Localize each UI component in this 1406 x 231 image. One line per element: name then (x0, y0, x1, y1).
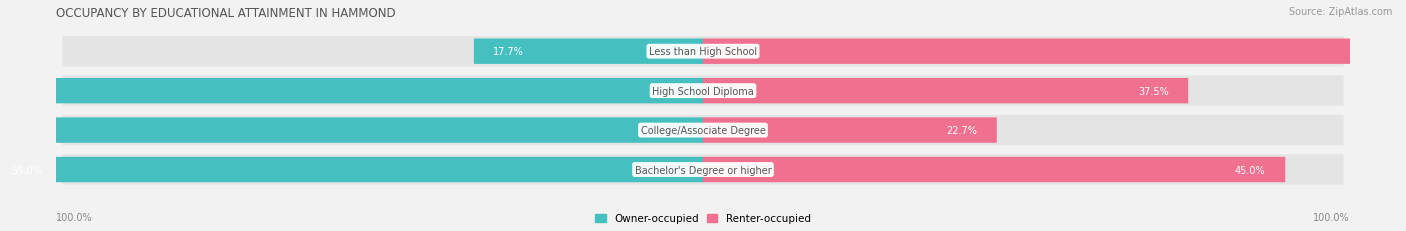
FancyBboxPatch shape (62, 37, 1344, 67)
FancyBboxPatch shape (62, 155, 1344, 185)
Text: College/Associate Degree: College/Associate Degree (641, 125, 765, 136)
Text: 37.5%: 37.5% (1137, 86, 1168, 96)
FancyBboxPatch shape (62, 76, 1344, 106)
FancyBboxPatch shape (0, 157, 703, 182)
Text: 45.0%: 45.0% (1234, 165, 1265, 175)
Text: 22.7%: 22.7% (946, 125, 977, 136)
FancyBboxPatch shape (0, 118, 703, 143)
FancyBboxPatch shape (703, 39, 1406, 65)
Text: 100.0%: 100.0% (1313, 212, 1350, 222)
FancyBboxPatch shape (703, 157, 1285, 182)
Text: 55.0%: 55.0% (11, 165, 42, 175)
FancyBboxPatch shape (474, 39, 703, 65)
Text: Bachelor's Degree or higher: Bachelor's Degree or higher (634, 165, 772, 175)
FancyBboxPatch shape (703, 118, 997, 143)
Text: OCCUPANCY BY EDUCATIONAL ATTAINMENT IN HAMMOND: OCCUPANCY BY EDUCATIONAL ATTAINMENT IN H… (56, 7, 396, 20)
FancyBboxPatch shape (703, 79, 1188, 104)
Text: Less than High School: Less than High School (650, 47, 756, 57)
Text: 100.0%: 100.0% (56, 212, 93, 222)
Text: 17.7%: 17.7% (494, 47, 524, 57)
Text: Source: ZipAtlas.com: Source: ZipAtlas.com (1288, 7, 1392, 17)
FancyBboxPatch shape (0, 79, 703, 104)
Text: High School Diploma: High School Diploma (652, 86, 754, 96)
FancyBboxPatch shape (62, 116, 1344, 146)
Legend: Owner-occupied, Renter-occupied: Owner-occupied, Renter-occupied (595, 213, 811, 224)
